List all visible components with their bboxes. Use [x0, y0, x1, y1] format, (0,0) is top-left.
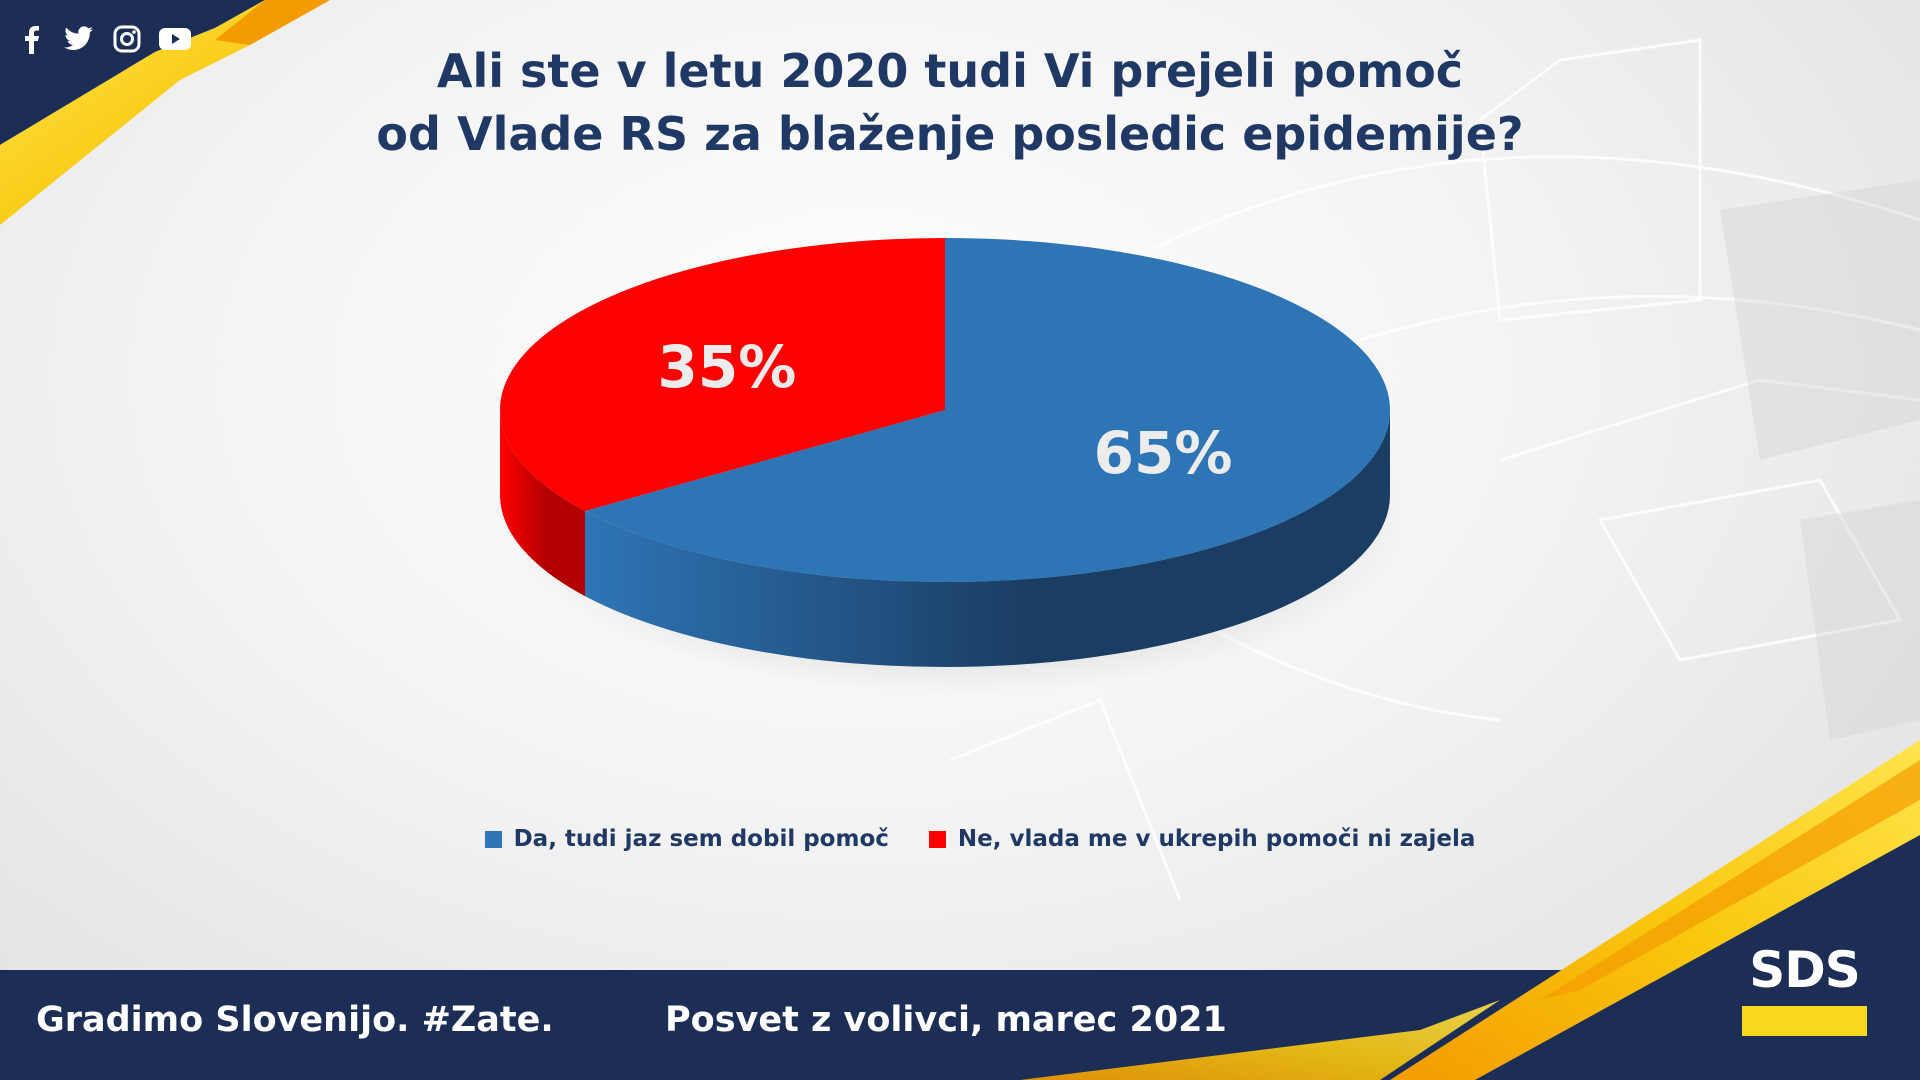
chart-legend: Da, tudi jaz sem dobil pomoč Ne, vlada m… [20, 826, 1920, 852]
sds-logo-text: SDS [1749, 941, 1861, 999]
chart-title-line1: Ali ste v letu 2020 tudi Vi prejeli pomo… [436, 44, 1464, 98]
youtube-icon[interactable] [158, 22, 192, 56]
instagram-icon[interactable] [110, 22, 144, 56]
chart-title-line2: od Vlade RS za blaženje posledic epidemi… [376, 107, 1524, 161]
legend-label-no: Ne, vlada me v ukrepih pomoči ni zajela [957, 826, 1476, 852]
footer-event: Posvet z volivci, marec 2021 [665, 1000, 1227, 1040]
data-label-no: 35% [658, 333, 797, 401]
pie-side-yes [584, 410, 1390, 667]
pie-chart: 65% 35% [500, 237, 1400, 695]
sds-logo-bar [1742, 1006, 1867, 1036]
data-label-yes: 65% [1094, 419, 1233, 487]
legend-item-no: Ne, vlada me v ukrepih pomoči ni zajela [928, 826, 1476, 852]
chart-title: Ali ste v letu 2020 tudi Vi prejeli pomo… [200, 40, 1700, 166]
legend-item-yes: Da, tudi jaz sem dobil pomoč [484, 826, 889, 852]
facebook-icon[interactable] [14, 22, 48, 56]
social-links [14, 22, 192, 56]
legend-label-yes: Da, tudi jaz sem dobil pomoč [513, 826, 889, 852]
pie-slice-no [500, 237, 945, 512]
legend-swatch-no [928, 830, 946, 848]
pie-slice-yes [584, 238, 1390, 582]
pie-side-no [500, 410, 585, 597]
footer-slogan: Gradimo Slovenijo. #Zate. [36, 1000, 554, 1040]
sds-logo: SDS [1742, 940, 1867, 1036]
legend-swatch-yes [484, 830, 502, 848]
twitter-icon[interactable] [62, 22, 96, 56]
